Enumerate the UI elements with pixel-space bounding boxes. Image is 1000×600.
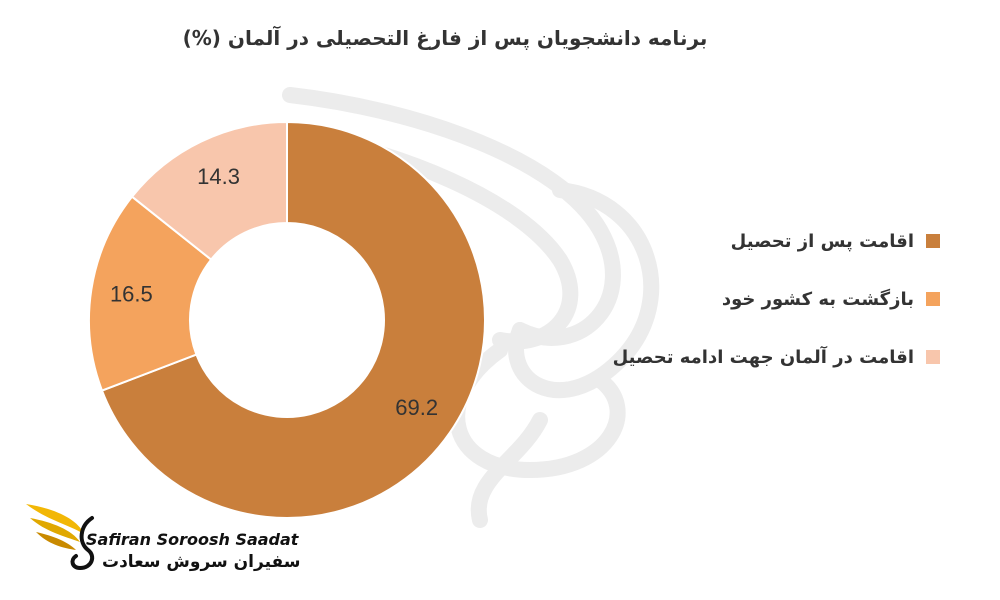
company-logo: Safiran Soroosh Saadat سفیران سروش سعادت [22, 498, 300, 588]
donut-slice [100, 120, 486, 519]
donut-slice [88, 195, 213, 392]
legend-item: اقامت پس از تحصیل [560, 224, 940, 258]
phoenix-logo-icon [26, 504, 95, 571]
chart-title: برنامه دانشجویان پس از فارغ التحصیلی در … [182, 26, 708, 50]
chart-legend: اقامت پس از تحصیل بازگشت به کشور خود اقا… [560, 224, 940, 398]
legend-label: بازگشت به کشور خود [721, 288, 914, 310]
legend-swatch [926, 234, 940, 248]
data-label: 14.3 [197, 164, 240, 189]
legend-swatch [926, 350, 940, 364]
logo-name-fa: سفیران سروش سعادت [102, 552, 301, 572]
legend-label: اقامت پس از تحصیل [730, 230, 914, 252]
legend-swatch [926, 292, 940, 306]
legend-item: بازگشت به کشور خود [560, 282, 940, 316]
donut-slice [130, 120, 288, 261]
data-label: 69.2 [395, 395, 438, 420]
data-label: 16.5 [110, 282, 153, 307]
legend-label: اقامت در آلمان جهت ادامه تحصیل [612, 346, 914, 368]
legend-item: اقامت در آلمان جهت ادامه تحصیل [560, 340, 940, 374]
logo-name-en: Safiran Soroosh Saadat [86, 530, 299, 549]
